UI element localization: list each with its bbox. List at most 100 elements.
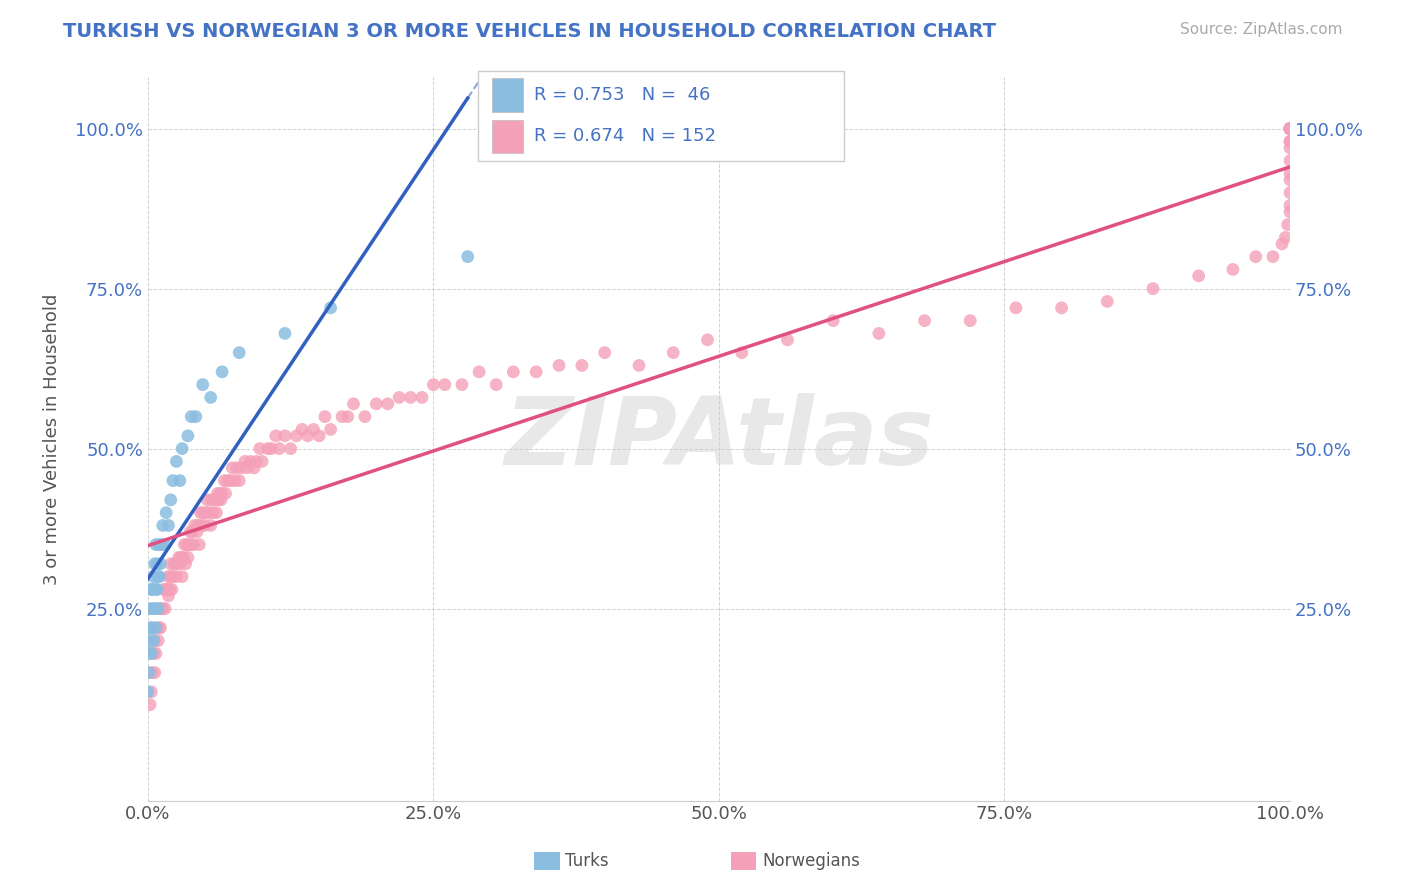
Point bbox=[139, 698, 162, 712]
Point bbox=[245, 454, 267, 468]
Point bbox=[149, 557, 172, 571]
Point bbox=[1279, 121, 1302, 136]
Point bbox=[280, 442, 302, 456]
Point bbox=[153, 601, 176, 615]
Point bbox=[160, 582, 183, 597]
Point bbox=[239, 454, 262, 468]
Point bbox=[141, 621, 163, 635]
Point bbox=[184, 409, 207, 424]
Point bbox=[146, 601, 169, 615]
Point bbox=[593, 345, 616, 359]
Point bbox=[208, 492, 231, 507]
Point bbox=[388, 391, 411, 405]
Point bbox=[1277, 218, 1299, 232]
Point bbox=[194, 518, 217, 533]
Point bbox=[197, 506, 219, 520]
Point bbox=[502, 365, 524, 379]
Point bbox=[143, 665, 166, 680]
Point bbox=[451, 377, 474, 392]
Point bbox=[1271, 236, 1294, 251]
Point bbox=[214, 486, 236, 500]
Point bbox=[571, 359, 593, 373]
Point bbox=[1279, 141, 1302, 155]
Point bbox=[823, 313, 845, 327]
Point bbox=[250, 454, 273, 468]
Point bbox=[195, 506, 218, 520]
Point bbox=[399, 391, 422, 405]
Point bbox=[141, 685, 163, 699]
Point bbox=[314, 409, 336, 424]
Point bbox=[202, 492, 225, 507]
Point bbox=[142, 601, 165, 615]
Point bbox=[162, 569, 184, 583]
Point bbox=[308, 429, 330, 443]
Text: TURKISH VS NORWEGIAN 3 OR MORE VEHICLES IN HOUSEHOLD CORRELATION CHART: TURKISH VS NORWEGIAN 3 OR MORE VEHICLES … bbox=[63, 22, 997, 41]
Text: Norwegians: Norwegians bbox=[762, 852, 860, 870]
Point bbox=[1279, 121, 1302, 136]
Point bbox=[159, 569, 181, 583]
Point bbox=[285, 429, 308, 443]
Point bbox=[274, 429, 297, 443]
Point bbox=[162, 474, 184, 488]
Point bbox=[146, 582, 169, 597]
Point bbox=[297, 429, 319, 443]
Point bbox=[143, 557, 166, 571]
Point bbox=[155, 582, 177, 597]
Point bbox=[141, 665, 163, 680]
Point bbox=[696, 333, 718, 347]
Point bbox=[200, 518, 222, 533]
Point bbox=[214, 474, 236, 488]
Point bbox=[148, 601, 170, 615]
Point bbox=[219, 474, 242, 488]
Point bbox=[274, 326, 297, 341]
Point bbox=[731, 345, 754, 359]
Point bbox=[1261, 250, 1284, 264]
Point bbox=[179, 524, 201, 539]
Point bbox=[141, 621, 163, 635]
Text: ZIPAtlas: ZIPAtlas bbox=[505, 393, 934, 485]
Point bbox=[165, 557, 187, 571]
Point bbox=[217, 474, 239, 488]
Point bbox=[1279, 153, 1302, 168]
Point bbox=[156, 582, 179, 597]
Point bbox=[142, 647, 165, 661]
Point bbox=[152, 518, 174, 533]
Point bbox=[1279, 121, 1302, 136]
Point bbox=[524, 365, 547, 379]
Point bbox=[207, 486, 229, 500]
Point bbox=[342, 397, 364, 411]
Point bbox=[165, 454, 187, 468]
Point bbox=[1279, 204, 1302, 219]
Point bbox=[139, 621, 162, 635]
Point bbox=[169, 474, 191, 488]
Point bbox=[200, 391, 222, 405]
Point bbox=[169, 557, 191, 571]
Point bbox=[1274, 230, 1296, 244]
Point bbox=[148, 569, 170, 583]
Point bbox=[249, 442, 271, 456]
Point bbox=[195, 492, 218, 507]
Point bbox=[302, 422, 325, 436]
Point bbox=[228, 474, 250, 488]
Point bbox=[291, 422, 314, 436]
Point bbox=[148, 538, 170, 552]
Point bbox=[143, 633, 166, 648]
Point bbox=[157, 518, 180, 533]
Point bbox=[1279, 121, 1302, 136]
Text: Turks: Turks bbox=[565, 852, 609, 870]
Point bbox=[1279, 121, 1302, 136]
Point bbox=[1279, 186, 1302, 200]
Point bbox=[145, 647, 167, 661]
Point bbox=[211, 365, 233, 379]
Point bbox=[1279, 121, 1302, 136]
Point bbox=[174, 557, 197, 571]
Point bbox=[319, 422, 342, 436]
Point bbox=[1222, 262, 1244, 277]
Point bbox=[1279, 135, 1302, 149]
Point bbox=[188, 538, 211, 552]
Point bbox=[228, 345, 250, 359]
Point bbox=[155, 506, 177, 520]
Point bbox=[142, 633, 165, 648]
Point bbox=[165, 569, 187, 583]
Point bbox=[180, 538, 202, 552]
